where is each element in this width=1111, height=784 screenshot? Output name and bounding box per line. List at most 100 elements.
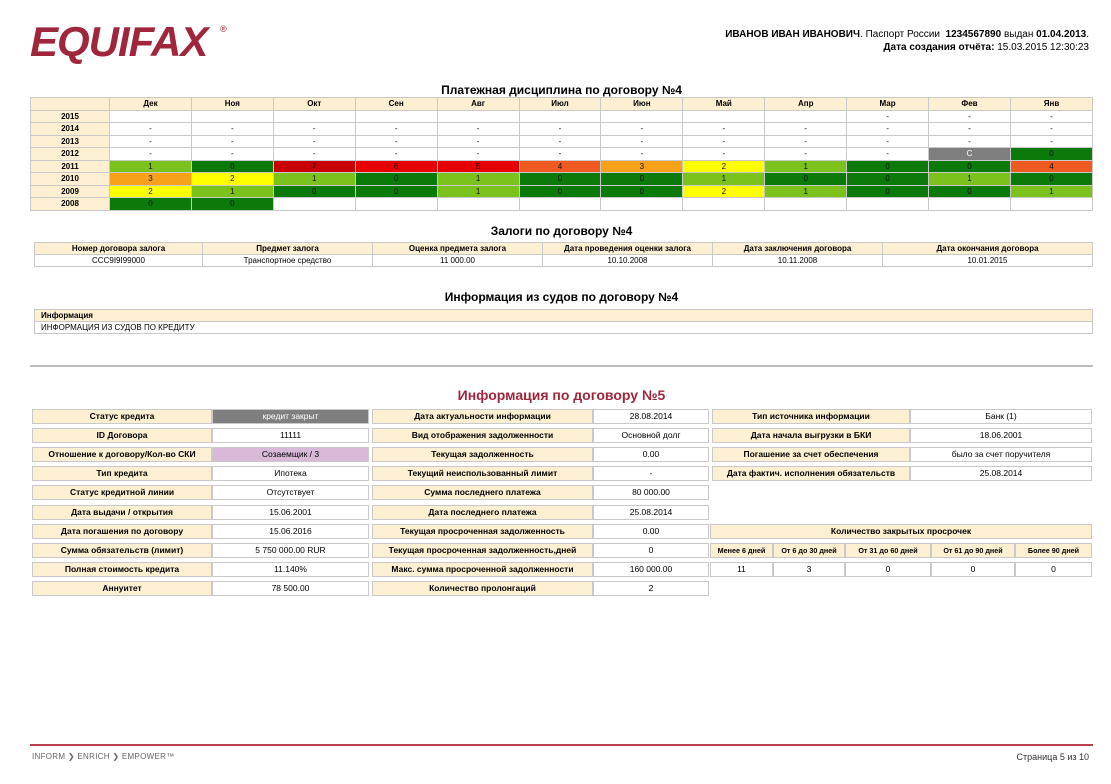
payment-status-cell: 0 [764, 172, 848, 186]
collateral-title: Залоги по договору №4 [490, 224, 633, 238]
field-value: 0 [593, 542, 709, 558]
payment-status-cell: - [764, 122, 848, 136]
collateral-header: Дата проведения оценки залога [542, 242, 713, 255]
collateral-value: Транспортное средство [202, 254, 373, 267]
month-header: Ноя [190, 97, 274, 111]
payment-status-cell: 0 [846, 172, 930, 186]
field-value: 0.00 [593, 447, 709, 463]
year-cell: 2009 [30, 184, 110, 198]
payment-status-cell: 2 [190, 172, 274, 186]
payment-status-cell: 0 [190, 159, 274, 173]
collateral-data-row: ССС9І9І99000 Транспортное средство 11 000.… [34, 254, 1093, 267]
payment-status-cell [600, 109, 684, 123]
payment-status-cell: - [600, 134, 684, 148]
payment-status-cell [928, 197, 1011, 211]
payment-status-cell: 1 [436, 172, 520, 186]
field-label: Отношение к договору/Кол-во СКИ [32, 447, 212, 463]
payment-status-cell: - [436, 134, 520, 148]
payment-status-cell: 0 [846, 159, 930, 173]
collateral-value: 10.10.2008 [542, 254, 713, 267]
footer-line [30, 744, 1093, 746]
payment-status-cell: - [682, 122, 766, 136]
field-value: 25.08.2014 [593, 504, 709, 520]
collateral-header: Оценка предмета залога [372, 242, 543, 255]
payment-status-cell: - [190, 147, 274, 161]
month-header: Май [682, 97, 766, 111]
field-label: Дата последнего платежа [372, 504, 593, 520]
overdue-value: 0 [845, 561, 931, 577]
payment-status-cell: 1 [1009, 184, 1094, 198]
payment-status-cell [272, 109, 356, 123]
created-line: Дата создания отчёта: 15.03.2015 12:30:2… [725, 41, 1089, 54]
payment-status-cell: - [272, 122, 356, 136]
logo-registered-mark: ® [220, 24, 227, 34]
payment-status-cell [1009, 197, 1094, 211]
field-label: Тип кредита [32, 466, 212, 482]
year-cell: 2008 [30, 197, 110, 211]
payment-status-cell: 0 [928, 184, 1011, 198]
collateral-value: ССС9І9І99000 [34, 254, 203, 267]
courts-title: Информация из судов по договору №4 [444, 290, 679, 304]
payment-status-cell: 0 [1009, 172, 1094, 186]
field-label: Полная стоимость кредита [32, 561, 212, 577]
payment-status-cell: 2 [682, 184, 766, 198]
field-label: Дата выдачи / открытия [32, 504, 212, 520]
field-label: Сумма обязательств (лимит) [32, 542, 212, 558]
overdue-header: От 6 до 30 дней [773, 542, 845, 558]
page-number: Страница 5 из 10 [1016, 752, 1089, 762]
field-label: ID Договора [32, 428, 212, 444]
payment-status-cell: 1 [764, 184, 848, 198]
payment-status-cell: - [764, 147, 848, 161]
field-label: Текущая задолженность [372, 447, 593, 463]
payment-status-cell: - [518, 122, 602, 136]
courts-header: Информация [34, 309, 1093, 322]
payment-status-cell: 3 [600, 159, 684, 173]
payment-status-cell: - [518, 134, 602, 148]
collateral-header: Номер договора залога [34, 242, 203, 255]
payment-status-cell [354, 109, 438, 123]
field-value: кредит закрыт [212, 409, 369, 424]
payment-status-cell: - [1009, 122, 1094, 136]
field-value: Основной долг [593, 428, 709, 444]
collateral-value: 10.11.2008 [712, 254, 883, 267]
payment-status-cell: 0 [354, 184, 438, 198]
payment-year-row: 2011 1 0 7 6 5 4 3 2 1 0 0 4 [30, 159, 1094, 173]
field-value: 0.00 [593, 523, 709, 539]
payment-status-cell: - [928, 122, 1011, 136]
payment-status-cell [109, 109, 192, 123]
payment-status-cell: 0 [928, 159, 1011, 173]
field-value: 15.06.2001 [212, 504, 369, 520]
person-name: ИВАНОВ ИВАН ИВАНОВИЧ [725, 29, 861, 40]
collateral-header-row: Номер договора залога Предмет залога Оценк… [34, 242, 1093, 255]
year-cell: 2015 [30, 109, 110, 123]
field-value: 5 750 000.00 RUR [212, 542, 369, 558]
payment-status-cell: 0 [518, 172, 602, 186]
payment-status-cell: - [1009, 109, 1094, 123]
field-value: Банк (1) [910, 409, 1092, 424]
payment-status-cell: - [846, 147, 930, 161]
field-label: Вид отображения задолженности [372, 428, 593, 444]
payment-status-cell [190, 109, 274, 123]
payment-year-row: 2012- - - - - - - - - - C 0 [30, 147, 1094, 161]
payment-status-cell: 6 [354, 159, 438, 173]
payment-status-cell: - [846, 122, 930, 136]
payment-status-cell: - [354, 134, 438, 148]
payment-year-row: 2010 3 2 1 0 1 0 0 1 0 0 1 0 [30, 172, 1094, 186]
year-cell: 2012 [30, 147, 110, 161]
field-value: 18.06.2001 [910, 428, 1092, 444]
overdue-value: 0 [931, 561, 1015, 577]
field-label: Текущая просроченная задолженность,дней [372, 542, 593, 558]
field-value: - [593, 466, 709, 482]
field-value: 78 500.00 [212, 580, 369, 596]
field-label: Дата фактич. исполнения обязательств [712, 466, 910, 482]
payment-status-cell: - [109, 147, 192, 161]
field-value: 15.06.2016 [212, 523, 369, 539]
payment-status-cell: - [190, 134, 274, 148]
payment-discipline-title: Платежная дисциплина по договору №4 [441, 83, 682, 97]
payment-status-cell: - [272, 134, 356, 148]
payment-status-cell: C [928, 147, 1011, 161]
payment-status-cell: - [764, 134, 848, 148]
payment-status-cell: - [436, 122, 520, 136]
collateral-table: Номер договора залога Предмет залога Оценк… [34, 242, 1093, 267]
month-header: Янв [1009, 97, 1094, 111]
